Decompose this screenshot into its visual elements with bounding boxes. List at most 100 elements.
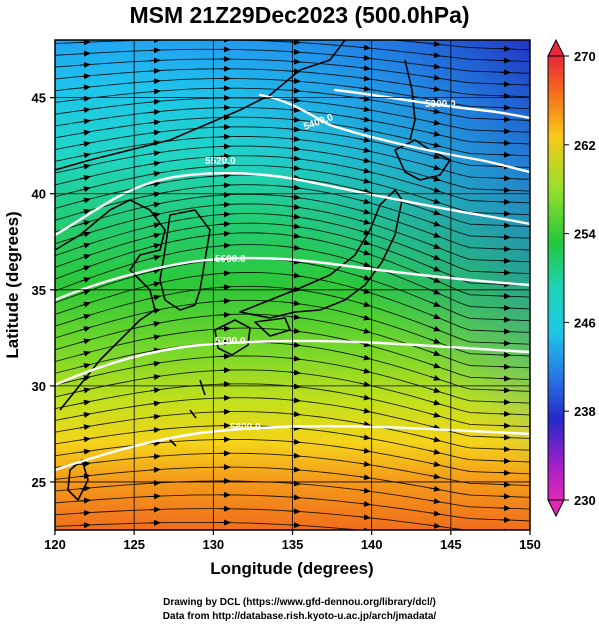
streamline-arrow [359,65,371,72]
streamline-arrow [359,434,371,441]
x-tick-label: 125 [123,537,145,552]
streamline-arrow [429,74,441,81]
streamline-arrow [79,73,91,80]
colorbar-bottom-arrow [547,499,565,518]
streamline-arrow [360,27,370,28]
streamline-arrow [289,40,301,46]
streamline-arrow [149,360,161,367]
streamline-arrow [429,108,441,115]
streamline-arrow [429,52,441,59]
streamline-arrow [429,498,441,505]
streamline-arrow [149,440,161,447]
streamline-arrow [149,140,161,146]
streamline-arrow [429,187,441,193]
streamline-arrow [79,265,91,272]
streamline-arrow [149,181,161,188]
streamline-arrow [429,220,441,227]
streamline-arrow [359,157,371,164]
streamline-arrow [219,297,231,304]
streamline-arrow [289,508,301,515]
contour-5400 [258,93,530,174]
x-tick-label: 130 [202,537,224,552]
streamline-arrow [359,198,371,205]
streamline-arrow [359,447,371,454]
streamline-arrow [79,301,91,308]
streamline-arrow [289,68,301,75]
streamline-arrow [430,538,440,539]
streamline-arrow [149,400,161,407]
contour-label-5800: 5800.0 [230,422,261,433]
streamline-arrow [149,201,161,208]
streamline-arrow [429,85,441,92]
streamline-arrow [149,374,161,381]
streamline-arrow [430,32,440,33]
streamline-arrow [149,88,161,95]
streamline-arrow [149,453,161,460]
streamline-arrow [359,274,371,281]
y-tick-label: 30 [32,379,46,394]
colorbar-tick-label: 270 [574,49,596,64]
streamline-arrow [219,284,231,291]
coastline-layer [55,40,451,501]
streamline-arrow [429,362,441,369]
streamline-arrow [79,375,91,382]
x-tick-label: 120 [44,537,66,552]
streamline-arrow [429,63,441,70]
contour-label-5700: 5700.0 [215,336,246,347]
streamline-arrow [359,474,371,481]
streamline-arrow [289,203,301,210]
colorbar: 270 262 254 246 238 230 [547,38,596,518]
streamline-arrow [149,321,161,327]
streamline-arrow [429,142,441,148]
streamline-arrow [359,407,371,414]
streamline-arrow [289,438,301,445]
streamline-arrow [429,510,441,517]
streamline-arrow [289,494,301,501]
streamline-arrow [79,350,91,357]
streamline-arrow [79,326,91,332]
streamline-arrow [79,208,91,215]
streamline-arrow [429,313,441,320]
streamline-arrow [429,232,441,238]
streamline-arrow [359,394,371,401]
grid-lines [55,40,530,530]
streamline-arrow [149,281,161,288]
streamline-arrow [359,208,371,215]
streamline-arrow [219,182,231,189]
streamline-arrow [289,522,301,529]
streamline-arrow [289,116,301,123]
streamline-arrow [359,95,371,102]
streamline-arrow [429,411,441,418]
streamline-arrow [149,254,161,261]
streamline-arrow [149,268,161,274]
streamline-arrow [359,136,371,143]
streamline-arrow [289,411,301,418]
streamline [55,271,530,333]
streamline [55,213,530,275]
streamline-arrow [429,473,441,480]
credit-data: Data from http://database.rish.kyoto-u.a… [162,611,437,622]
streamline-arrow [429,350,441,357]
streamline-arrow [79,61,91,68]
streamline-arrow [359,261,371,268]
streamline-arrow [289,194,301,201]
streamline-arrow [289,107,301,113]
streamline-arrow [149,232,161,239]
streamline-arrow [79,186,91,193]
streamline-arrow [79,497,91,504]
streamline-arrow [79,254,91,260]
streamline [55,341,530,392]
streamline-arrow [79,362,91,369]
streamline-arrow [429,254,441,261]
streamline [55,87,530,121]
streamline-arrow [289,126,301,133]
streamline-arrow [429,175,441,182]
streamline-arrow [289,369,301,376]
streamline-arrow [289,165,301,172]
streamline-arrow [79,387,91,394]
streamline [55,155,530,204]
streamline-arrow [79,460,91,467]
streamline-arrow [363,40,371,41]
streamline-arrow [359,367,371,374]
